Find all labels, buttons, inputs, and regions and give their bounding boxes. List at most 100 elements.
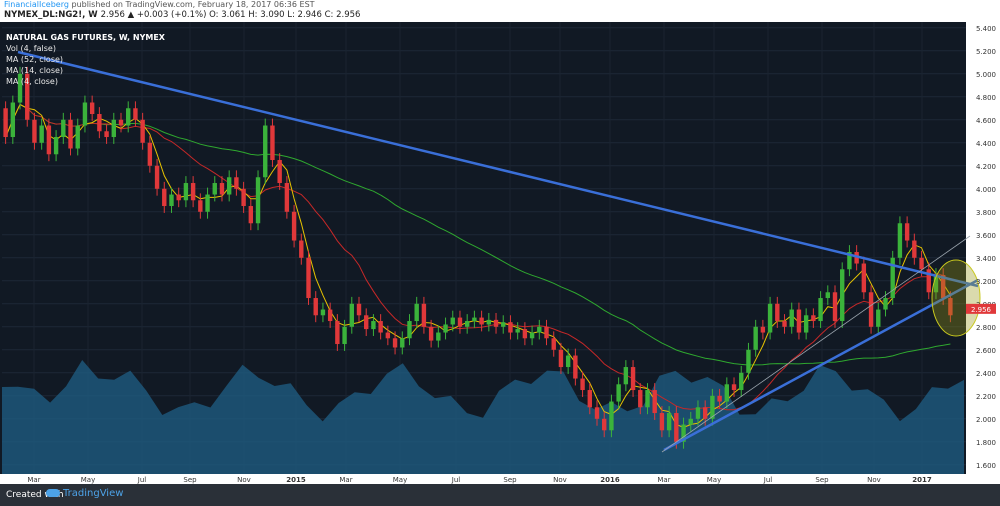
candle-body[interactable] (320, 309, 326, 316)
candle-body[interactable] (681, 424, 686, 442)
candle-body[interactable] (940, 275, 946, 299)
candle-body[interactable] (717, 395, 722, 402)
candle-body[interactable] (349, 303, 354, 327)
candle-body[interactable] (767, 303, 773, 333)
candle-body[interactable] (688, 418, 693, 425)
candle-body[interactable] (263, 125, 268, 178)
candle-body[interactable] (782, 321, 787, 327)
candle-body[interactable] (270, 125, 275, 161)
candle-body[interactable] (183, 183, 189, 201)
candle-body[interactable] (912, 240, 917, 258)
candle-body[interactable] (630, 367, 636, 391)
candle-body[interactable] (811, 315, 816, 322)
candle-body[interactable] (948, 298, 953, 316)
candle-body[interactable] (508, 322, 513, 333)
candle-body[interactable] (645, 390, 650, 408)
candle-body[interactable] (428, 326, 434, 341)
ma14-line[interactable] (5, 103, 951, 411)
candle-body[interactable] (515, 329, 520, 333)
candle-body[interactable] (407, 321, 412, 339)
candle-body[interactable] (10, 102, 16, 138)
candle-body[interactable] (450, 317, 455, 325)
candle-body[interactable] (457, 317, 463, 327)
candle-body[interactable] (212, 183, 217, 195)
candle-body[interactable] (154, 165, 160, 189)
candle-body[interactable] (854, 252, 859, 264)
candle-body[interactable] (479, 317, 484, 325)
candle-body[interactable] (746, 349, 751, 373)
chart-area[interactable]: 5.400 5.200 5.000 4.800 4.600 4.400 4.200 4.000… (0, 22, 1000, 484)
candle-body[interactable] (436, 332, 441, 341)
candle-body[interactable] (335, 321, 340, 345)
candle-body[interactable] (147, 142, 153, 166)
publisher-name[interactable]: FinancialIceberg (4, 0, 69, 9)
candle-body[interactable] (284, 183, 290, 212)
candle-body[interactable] (277, 160, 282, 184)
candle-body[interactable] (313, 298, 318, 316)
candle-body[interactable] (666, 413, 672, 431)
candle-body[interactable] (97, 114, 102, 132)
candle-body[interactable] (558, 349, 564, 368)
thin-trendline[interactable] (661, 235, 971, 453)
candle-body[interactable] (61, 119, 66, 138)
candle-body[interactable] (760, 326, 766, 333)
candle-body[interactable] (674, 413, 679, 442)
candle-body[interactable] (75, 125, 80, 149)
candle-body[interactable] (652, 390, 657, 414)
candle-body[interactable] (486, 319, 492, 325)
candle-body[interactable] (796, 309, 802, 333)
candle-body[interactable] (883, 298, 888, 310)
candle-body[interactable] (327, 309, 333, 322)
candle-body[interactable] (702, 407, 708, 419)
candle-body[interactable] (825, 292, 830, 299)
time-axis[interactable]: Mar May Jul Sep Nov 2015 Mar May Jul Sep Nov 2016 Ma… (27, 476, 931, 484)
candle-body[interactable] (68, 119, 73, 149)
candle-body[interactable] (710, 395, 715, 419)
descending-trendline[interactable] (17, 50, 979, 288)
legend-item-volume[interactable]: Vol (4, false) (6, 44, 56, 53)
candle-body[interactable] (342, 326, 347, 345)
candle-body[interactable] (385, 332, 391, 339)
ma52-line[interactable] (5, 103, 951, 366)
tradingview-brand[interactable]: TradingView (46, 488, 123, 499)
candle-body[interactable] (255, 177, 261, 224)
candle-body[interactable] (919, 257, 924, 270)
candle-body[interactable] (306, 257, 311, 299)
candle-body[interactable] (53, 137, 59, 155)
candle-body[interactable] (39, 125, 44, 143)
candle-body[interactable] (414, 303, 419, 322)
candle-body[interactable] (616, 384, 621, 402)
legend-item-ma4[interactable]: MA (4, close) (6, 77, 58, 86)
candle-body[interactable] (392, 338, 398, 348)
legend-item-ma14[interactable]: MA (14, close) (6, 66, 64, 75)
candle-body[interactable] (739, 372, 744, 391)
candle-body[interactable] (904, 223, 910, 241)
candle-body[interactable] (291, 211, 297, 241)
candle-body[interactable] (840, 269, 845, 322)
candle-body[interactable] (140, 119, 145, 143)
candle-body[interactable] (537, 326, 542, 333)
candle-body[interactable] (248, 206, 254, 224)
candle-body[interactable] (544, 326, 549, 339)
candle-body[interactable] (522, 329, 528, 339)
candle-body[interactable] (861, 263, 867, 293)
candle-body[interactable] (472, 317, 477, 322)
candle-body[interactable] (364, 315, 369, 330)
candle-body[interactable] (933, 275, 939, 293)
candle-body[interactable] (587, 390, 592, 408)
candle-body[interactable] (464, 321, 470, 327)
candle-body[interactable] (818, 298, 823, 322)
candle-body[interactable] (118, 119, 124, 126)
candle-body[interactable] (775, 303, 780, 322)
candle-body[interactable] (551, 338, 556, 350)
candle-body[interactable] (731, 384, 737, 391)
candle-body[interactable] (89, 102, 95, 115)
candle-body[interactable] (111, 119, 116, 138)
candle-body[interactable] (356, 303, 362, 316)
candle-body[interactable] (205, 194, 210, 212)
candle-body[interactable] (190, 183, 196, 201)
candle-body[interactable] (46, 125, 52, 155)
candle-body[interactable] (25, 73, 30, 120)
price-axis[interactable]: 5.400 5.200 5.000 4.800 4.600 4.400 4.200 4.000… (976, 25, 996, 470)
candle-body[interactable] (3, 108, 8, 138)
